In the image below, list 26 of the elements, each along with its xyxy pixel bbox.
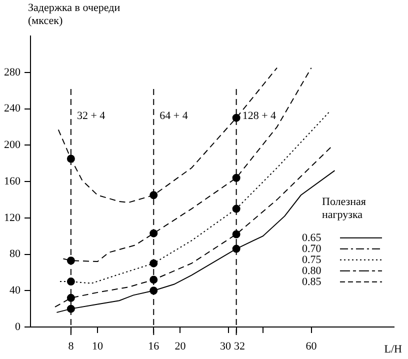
x-tick-label: 32: [234, 340, 245, 352]
annotation: 128 + 4: [242, 110, 277, 122]
y-axis-title: Задержка в очереди (мксек): [28, 2, 122, 28]
legend-label: 0.70: [302, 242, 322, 255]
y-tick-label: 40: [10, 284, 21, 297]
annotation: 64 + 4: [160, 110, 188, 122]
y-tick-label: 0: [15, 320, 21, 333]
x-tick-label: 16: [148, 340, 160, 352]
legend-label: 0.75: [302, 254, 322, 266]
y-tick-label: 160: [4, 175, 21, 188]
legend-title: Полезная нагрузка: [322, 196, 366, 221]
annotation: 32 + 4: [76, 110, 106, 122]
x-tick-label: 8: [68, 340, 74, 352]
x-tick-label: 10: [92, 340, 104, 352]
y-tick-label: 80: [10, 248, 21, 260]
x-tick-label: 30: [220, 340, 232, 352]
x-tick-label: 20: [174, 340, 186, 352]
legend-label: 0.80: [302, 264, 322, 277]
x-tick-label: 60: [306, 340, 318, 352]
y-tick-label: 200: [4, 139, 21, 152]
x-axis-title: L/H: [384, 343, 402, 356]
y-tick-label: 240: [4, 102, 21, 115]
y-tick-label: 120: [4, 212, 21, 224]
y-tick-label: 280: [4, 66, 21, 78]
legend-label: 0.65: [302, 232, 322, 244]
legend-label: 0.85: [302, 276, 322, 288]
